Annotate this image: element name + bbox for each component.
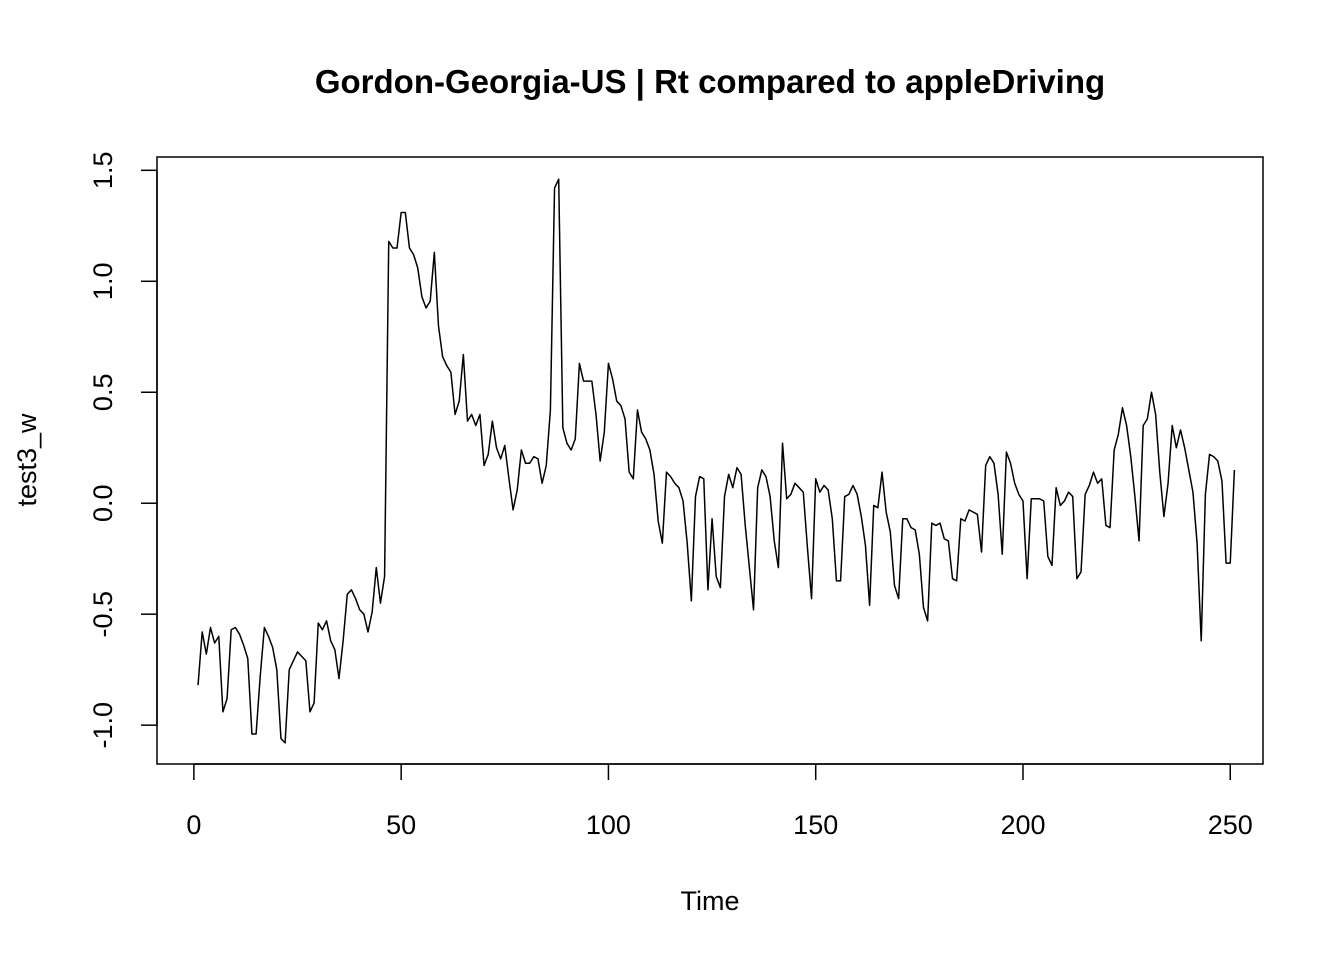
y-tick-label: 0.0 (88, 484, 118, 522)
x-tick-label: 200 (1000, 810, 1045, 840)
series-line-test3-w (197, 178, 1236, 744)
x-tick-label: 100 (586, 810, 631, 840)
x-tick-label: 250 (1208, 810, 1253, 840)
plot-frame (156, 156, 1264, 765)
chart-title: Gordon-Georgia-US | Rt compared to apple… (315, 63, 1105, 100)
x-axis-label: Time (681, 886, 740, 916)
y-tick-label: -1.0 (88, 702, 118, 749)
y-axis: -1.0 -0.5 0.0 0.5 1.0 1.5 (88, 152, 158, 749)
x-tick-label: 50 (386, 810, 416, 840)
x-tick-label: 0 (186, 810, 201, 840)
y-tick-label: 1.0 (88, 263, 118, 301)
y-axis-label: test3_w (12, 413, 42, 507)
y-tick-label: -0.5 (88, 591, 118, 638)
x-tick-label: 150 (793, 810, 838, 840)
y-tick-label: 0.5 (88, 374, 118, 412)
x-axis: 0 50 100 150 200 250 (186, 763, 1253, 840)
y-tick-label: 1.5 (88, 152, 118, 190)
